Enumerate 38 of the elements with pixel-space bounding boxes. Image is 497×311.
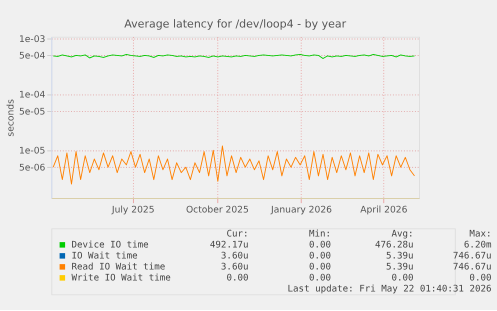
- text: 746.67u: [452, 262, 492, 273]
- y-tick-label: 1e-05: [18, 146, 46, 157]
- text: 5.39u: [386, 250, 414, 262]
- text: 746.67u: [452, 250, 492, 262]
- x-tick-label: April 2026: [360, 204, 408, 216]
- legend-label: Write IO Wait time: [72, 272, 171, 284]
- text: 3.60u: [220, 262, 248, 273]
- text: 0.00: [391, 272, 414, 284]
- text: 0.00: [226, 272, 248, 284]
- text: 0.00: [308, 240, 332, 251]
- y-tick-label: 5e-04: [18, 50, 46, 62]
- legend-label: Device IO time: [72, 240, 149, 251]
- y-tick-label: 1e-04: [18, 90, 46, 101]
- text: 492.17u: [210, 240, 248, 251]
- x-tick-label: October 2025: [186, 204, 249, 216]
- text: 5.39u: [386, 262, 414, 273]
- text: 476.28u: [374, 240, 414, 251]
- text: 0.00: [308, 262, 332, 273]
- text: 0.00: [469, 272, 492, 284]
- text: Avg:: [391, 228, 414, 240]
- line-series: [52, 145, 415, 184]
- text: 0.00: [308, 250, 332, 262]
- text: Max:: [469, 228, 492, 240]
- y-tick-label: 5e-06: [18, 162, 46, 174]
- y-tick-label: 1e-03: [18, 34, 46, 45]
- text: Cur:: [226, 228, 248, 240]
- legend-label: Read IO Wait time: [72, 262, 166, 273]
- x-tick-label: January 2026: [270, 204, 332, 216]
- text: 3.60u: [220, 250, 248, 262]
- text: Last update: Fri May 22 01:40:31 2026: [288, 284, 492, 295]
- chart-title: Average latency for /dev/loop4 - by year: [124, 18, 347, 31]
- y-axis-title: seconds: [5, 98, 16, 137]
- text: 0.00: [308, 272, 332, 284]
- text: Min:: [308, 228, 332, 240]
- x-tick-label: July 2025: [110, 204, 155, 216]
- legend-label: IO Wait time: [72, 250, 138, 262]
- y-tick-label: 5e-05: [18, 106, 46, 118]
- text: 6.20m: [464, 240, 492, 251]
